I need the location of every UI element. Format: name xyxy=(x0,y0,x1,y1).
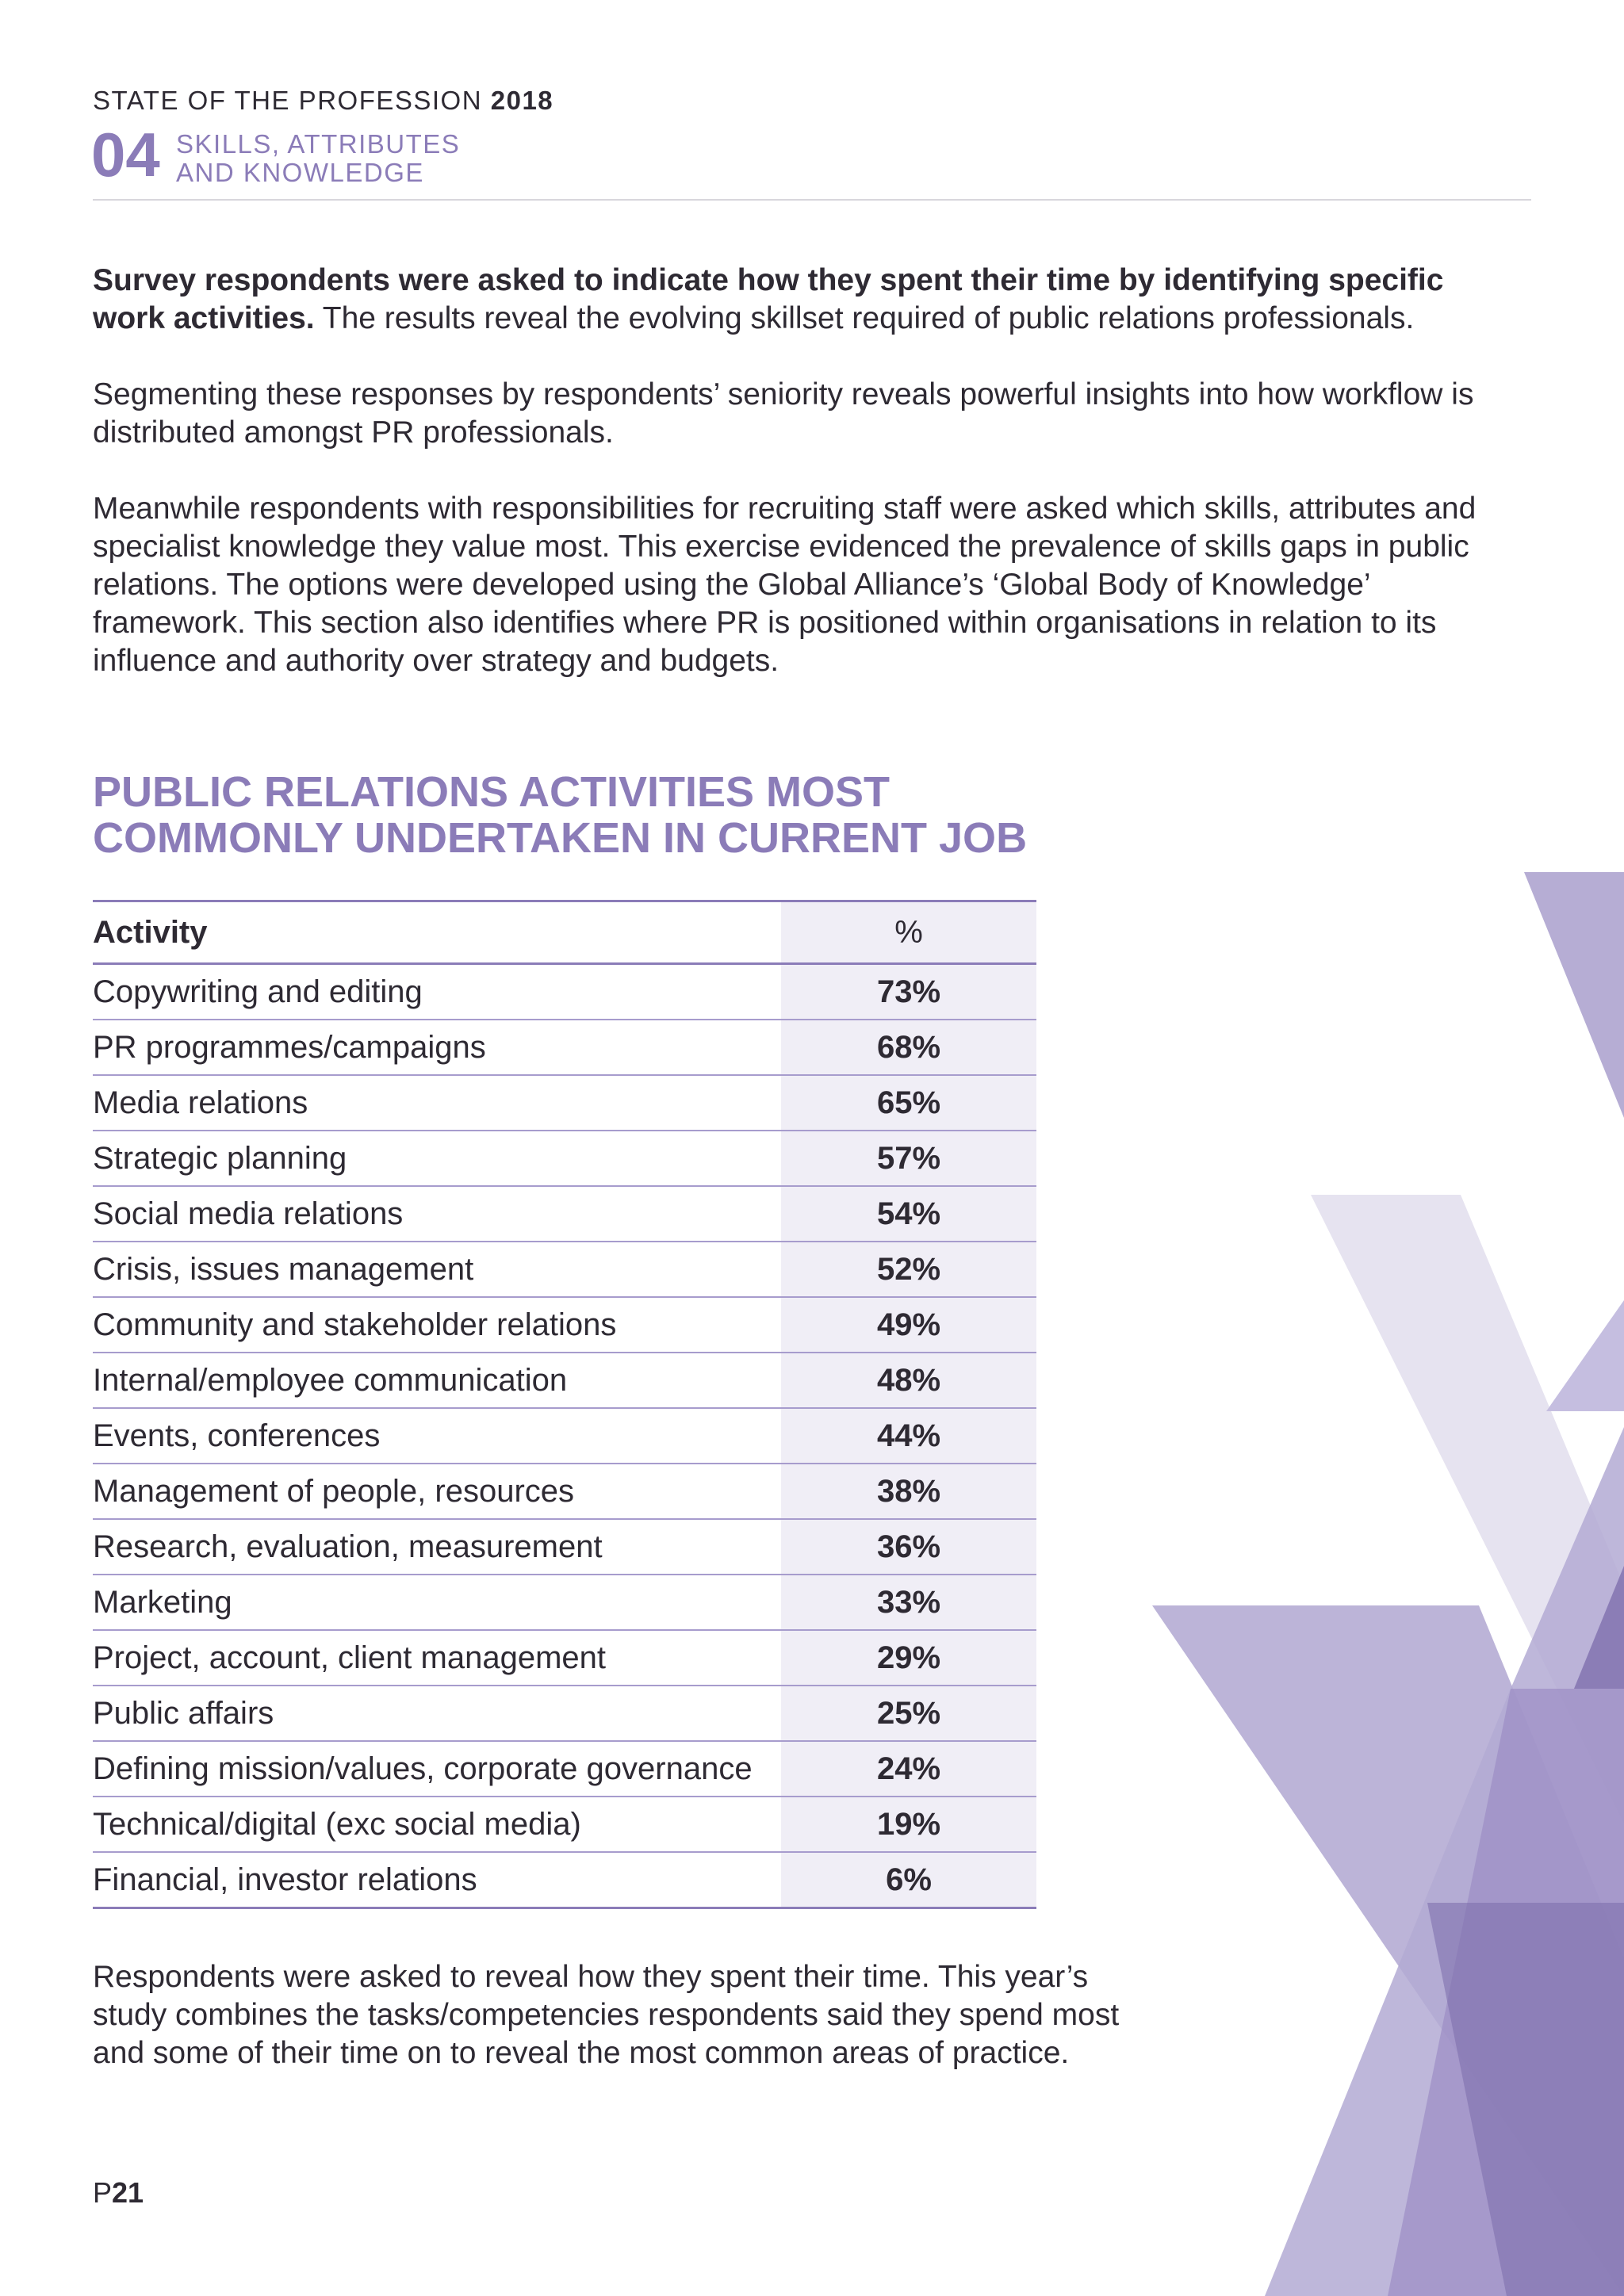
column-header-activity: Activity xyxy=(93,914,208,950)
intro-text: Survey respondents were asked to indicat… xyxy=(93,262,1512,718)
table-row: Research, evaluation, measurement 36% xyxy=(93,1520,1036,1575)
percent-cell: 57% xyxy=(781,1131,1036,1185)
activity-cell: Community and stakeholder relations xyxy=(93,1307,617,1342)
intro-paragraph-3: Meanwhile respondents with responsibilit… xyxy=(93,492,1477,678)
table-row: Social media relations 54% xyxy=(93,1187,1036,1242)
percent-cell: 19% xyxy=(781,1797,1036,1851)
intro-lead: Survey respondents were asked to indicat… xyxy=(93,263,1444,335)
activity-cell: Research, evaluation, measurement xyxy=(93,1529,603,1564)
section-name-line1: SKILLS, ATTRIBUTES xyxy=(176,129,461,159)
percent-cell: 33% xyxy=(781,1575,1036,1629)
activity-cell: Crisis, issues management xyxy=(93,1251,474,1287)
table-row: Events, conferences 44% xyxy=(93,1409,1036,1464)
table-header-row: Activity % xyxy=(93,902,1036,965)
activity-cell: Technical/digital (exc social media) xyxy=(93,1806,581,1842)
activity-cell: Media relations xyxy=(93,1085,308,1120)
percent-cell: 44% xyxy=(781,1409,1036,1463)
intro-paragraph-2: Segmenting these responses by respondent… xyxy=(93,377,1474,450)
percent-cell: 65% xyxy=(781,1076,1036,1130)
table-row: Financial, investor relations 6% xyxy=(93,1853,1036,1909)
column-header-percent: % xyxy=(781,902,1036,962)
activity-cell: Public affairs xyxy=(93,1695,274,1731)
table-row: Crisis, issues management 52% xyxy=(93,1242,1036,1298)
table-row: Community and stakeholder relations 49% xyxy=(93,1298,1036,1353)
activity-cell: Copywriting and editing xyxy=(93,974,423,1009)
page-number: P21 xyxy=(93,2176,144,2210)
percent-cell: 52% xyxy=(781,1242,1036,1296)
section-number: 04 xyxy=(91,120,160,189)
activity-cell: Defining mission/values, corporate gover… xyxy=(93,1751,753,1786)
table-title: PUBLIC RELATIONS ACTIVITIES MOST COMMONL… xyxy=(93,769,1124,861)
table-row: Media relations 65% xyxy=(93,1076,1036,1131)
activity-cell: Internal/employee communication xyxy=(93,1362,568,1398)
percent-cell: 25% xyxy=(781,1686,1036,1740)
page-number-value: 21 xyxy=(112,2176,144,2209)
table-row: Project, account, client management 29% xyxy=(93,1631,1036,1686)
section-name-line2: AND KNOWLEDGE xyxy=(176,158,424,187)
publication-year: 2018 xyxy=(490,86,554,115)
table-top-rule xyxy=(93,900,1036,902)
table-row: Management of people, resources 38% xyxy=(93,1464,1036,1520)
publication-name: STATE OF THE PROFESSION xyxy=(93,86,483,115)
activity-cell: Social media relations xyxy=(93,1196,404,1231)
intro-paragraph-1: Survey respondents were asked to indicat… xyxy=(93,262,1512,338)
activities-table: Activity % Copywriting and editing 73% PR … xyxy=(93,900,1036,1909)
publication-title: STATE OF THE PROFESSION 2018 xyxy=(93,86,553,116)
header-divider xyxy=(93,199,1531,201)
activity-cell: Financial, investor relations xyxy=(93,1862,477,1897)
percent-cell: 49% xyxy=(781,1298,1036,1352)
percent-cell: 36% xyxy=(781,1520,1036,1574)
percent-cell: 73% xyxy=(781,965,1036,1019)
activity-cell: Project, account, client management xyxy=(93,1640,607,1675)
activity-cell: PR programmes/campaigns xyxy=(93,1029,486,1065)
table-row: Technical/digital (exc social media) 19% xyxy=(93,1797,1036,1853)
table-title-line1: PUBLIC RELATIONS ACTIVITIES MOST xyxy=(93,768,891,816)
activity-cell: Events, conferences xyxy=(93,1418,381,1453)
table-title-line2: COMMONLY UNDERTAKEN IN CURRENT JOB xyxy=(93,814,1028,862)
table-footnote: Respondents were asked to reveal how the… xyxy=(93,1960,1120,2070)
activity-cell: Strategic planning xyxy=(93,1140,347,1176)
table-row: Strategic planning 57% xyxy=(93,1131,1036,1187)
table-row: Internal/employee communication 48% xyxy=(93,1353,1036,1409)
table-row: PR programmes/campaigns 68% xyxy=(93,1020,1036,1076)
table-row: Marketing 33% xyxy=(93,1575,1036,1631)
percent-cell: 68% xyxy=(781,1020,1036,1074)
table-body: Copywriting and editing 73% PR programmes/… xyxy=(93,965,1036,1909)
activity-cell: Marketing xyxy=(93,1584,232,1620)
percent-cell: 24% xyxy=(781,1742,1036,1796)
table-row: Copywriting and editing 73% xyxy=(93,965,1036,1020)
section-name: SKILLS, ATTRIBUTES AND KNOWLEDGE xyxy=(176,130,460,187)
table-row: Defining mission/values, corporate gover… xyxy=(93,1742,1036,1797)
page-number-prefix: P xyxy=(93,2176,113,2209)
percent-cell: 48% xyxy=(781,1353,1036,1407)
percent-cell: 29% xyxy=(781,1631,1036,1685)
table-row: Public affairs 25% xyxy=(93,1686,1036,1742)
intro-p1-rest: The results reveal the evolving skillset… xyxy=(314,301,1415,335)
percent-cell: 38% xyxy=(781,1464,1036,1518)
percent-cell: 6% xyxy=(781,1853,1036,1907)
percent-cell: 54% xyxy=(781,1187,1036,1241)
activity-cell: Management of people, resources xyxy=(93,1473,575,1509)
